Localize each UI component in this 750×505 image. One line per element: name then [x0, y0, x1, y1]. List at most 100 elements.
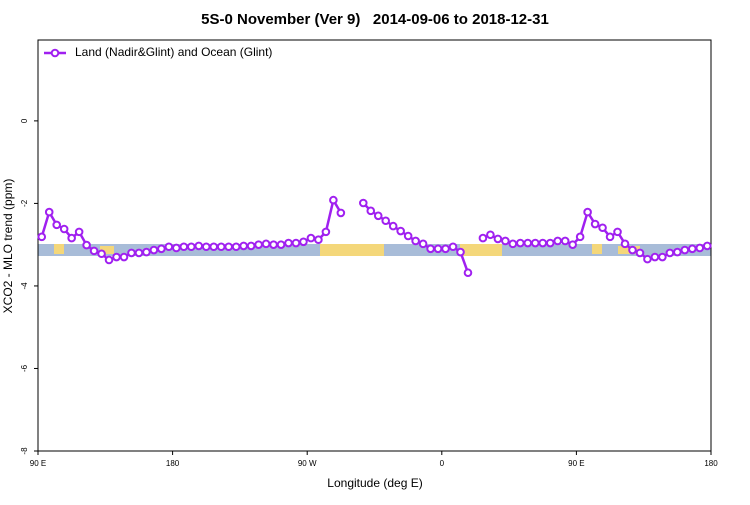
- data-point: [59, 224, 69, 234]
- data-point: [299, 237, 308, 247]
- y-tick-label: -6: [20, 364, 29, 372]
- data-point: [575, 232, 585, 242]
- data-point: [478, 233, 488, 243]
- data-point: [157, 244, 166, 254]
- x-tick-label: 90 E: [30, 459, 46, 468]
- data-point: [119, 252, 129, 262]
- data-point: [433, 244, 443, 254]
- data-point: [254, 240, 263, 249]
- y-tick-label: -2: [20, 199, 29, 207]
- data-point: [545, 238, 555, 248]
- data-point: [635, 248, 645, 258]
- data-point: [665, 248, 675, 258]
- data-point: [201, 242, 211, 252]
- x-tick-label: 180: [166, 459, 180, 468]
- data-point: [605, 232, 615, 242]
- data-point: [172, 243, 181, 253]
- land-patch: [320, 244, 384, 256]
- data-point: [366, 206, 376, 216]
- x-tick-label: 90 W: [298, 459, 317, 468]
- data-point: [269, 240, 278, 249]
- data-point: [44, 207, 54, 217]
- data-point: [127, 248, 136, 258]
- data-point: [112, 252, 121, 262]
- y-axis-label: XCO2 - MLO trend (ppm): [1, 179, 15, 314]
- data-point: [680, 245, 690, 255]
- chart-title: 5S-0 November (Ver 9) 2014-09-06 to 2018…: [201, 11, 549, 28]
- data-point: [104, 255, 114, 265]
- data-point: [658, 252, 667, 262]
- data-point: [314, 235, 323, 245]
- data-point: [538, 238, 548, 248]
- data-point: [411, 236, 420, 246]
- data-point: [583, 207, 592, 217]
- data-point: [74, 227, 84, 237]
- data-point: [306, 233, 316, 243]
- data-point: [82, 240, 91, 250]
- data-point: [336, 208, 346, 218]
- data-point: [553, 236, 563, 246]
- data-point: [67, 233, 76, 243]
- data-point: [276, 240, 286, 249]
- legend-marker: [50, 48, 60, 58]
- x-tick-label: 90 E: [568, 459, 584, 468]
- data-point: [186, 242, 196, 252]
- data-point: [628, 245, 637, 255]
- data-point: [149, 245, 159, 255]
- data-point: [486, 230, 495, 240]
- data-point: [396, 226, 405, 236]
- land-patch: [460, 244, 502, 256]
- data-point: [89, 246, 99, 256]
- data-point: [613, 227, 622, 237]
- data-point: [643, 254, 652, 264]
- data-point: [516, 238, 525, 248]
- data-point: [224, 242, 233, 252]
- data-point: [418, 239, 428, 249]
- data-point: [329, 195, 338, 205]
- data-point: [673, 247, 682, 257]
- y-tick-label: -4: [20, 282, 29, 290]
- data-point: [501, 236, 510, 246]
- data-point: [650, 252, 660, 262]
- x-tick-label: 180: [704, 459, 718, 468]
- data-point: [590, 219, 600, 229]
- data-point: [52, 220, 61, 230]
- data-point: [388, 221, 398, 231]
- data-point: [441, 244, 450, 254]
- data-point: [194, 241, 204, 251]
- data-point: [560, 236, 570, 246]
- data-point: [620, 239, 630, 249]
- x-tick-label: 0: [440, 459, 445, 468]
- data-point: [381, 216, 391, 226]
- data-point: [373, 211, 383, 221]
- data-point: [688, 244, 697, 254]
- data-point: [403, 231, 413, 241]
- data-point: [493, 234, 503, 244]
- data-point: [426, 244, 435, 254]
- data-point: [598, 223, 607, 233]
- data-point: [702, 241, 712, 251]
- data-point: [508, 239, 518, 249]
- data-point: [134, 248, 144, 258]
- data-point: [97, 249, 106, 259]
- data-point: [216, 242, 226, 252]
- data-point: [179, 242, 189, 252]
- data-point: [456, 247, 465, 257]
- y-tick-label: -8: [20, 447, 29, 455]
- data-point: [209, 242, 219, 252]
- legend-label: Land (Nadir&Glint) and Ocean (Glint): [75, 45, 272, 59]
- data-point: [358, 198, 368, 208]
- data-point: [568, 240, 577, 249]
- data-point: [448, 242, 458, 252]
- data-point: [530, 238, 540, 248]
- data-point: [284, 238, 293, 248]
- data-point: [246, 241, 256, 251]
- land-patch: [592, 244, 602, 254]
- data-point: [523, 238, 533, 248]
- data-point: [239, 241, 248, 251]
- data-point: [463, 268, 473, 278]
- data-point: [37, 232, 47, 242]
- data-point: [164, 242, 174, 252]
